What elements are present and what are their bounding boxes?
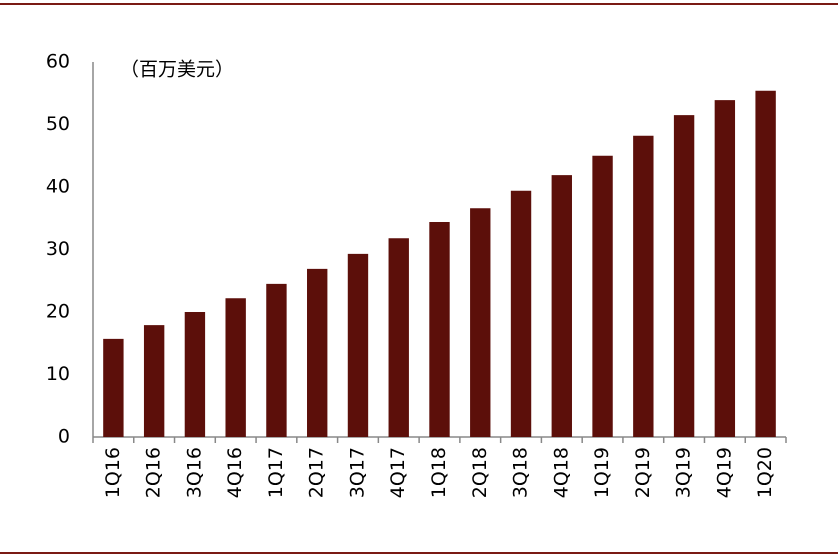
x-tick-label: 4Q18	[550, 447, 572, 498]
bar	[755, 90, 776, 437]
y-tick-label: 0	[58, 426, 70, 448]
bar	[714, 100, 736, 437]
x-tick-label: 4Q19	[713, 447, 735, 498]
y-tick-label: 30	[46, 238, 70, 260]
x-tick-label: 1Q18	[428, 447, 450, 498]
bar	[266, 283, 287, 437]
bar	[429, 222, 450, 437]
bar	[103, 338, 124, 437]
y-tick-label: 40	[46, 176, 70, 198]
bar	[347, 253, 369, 437]
bar	[184, 312, 206, 437]
x-tick-label: 2Q16	[143, 447, 165, 498]
x-tick-label: 1Q17	[265, 447, 287, 498]
bar	[551, 175, 572, 437]
x-tick-label: 3Q19	[673, 447, 695, 498]
bar	[510, 190, 532, 437]
y-tick-label: 20	[46, 301, 70, 323]
bar	[143, 325, 165, 437]
x-tick-label: 1Q19	[591, 447, 613, 498]
x-tick-label: 3Q17	[346, 447, 368, 498]
x-tick-label: 1Q16	[102, 447, 124, 498]
x-tick-label: 2Q19	[632, 447, 654, 498]
bar	[225, 298, 246, 437]
x-tick-label: 4Q17	[387, 447, 409, 498]
x-tick-label: 2Q17	[306, 447, 328, 498]
x-tick-label: 4Q16	[224, 447, 246, 498]
bar	[673, 115, 695, 437]
bar	[388, 238, 409, 437]
unit-annotation: （百万美元）	[120, 59, 234, 81]
x-tick-label: 3Q18	[510, 447, 532, 498]
x-tick-label: 2Q18	[469, 447, 491, 498]
y-tick-label: 10	[46, 363, 70, 385]
y-tick-label: 50	[46, 113, 70, 135]
y-tick-label: 60	[46, 51, 70, 73]
bar	[470, 208, 491, 437]
x-tick-label: 3Q16	[183, 447, 205, 498]
bar	[633, 135, 654, 437]
bar	[592, 155, 613, 437]
bar	[307, 268, 328, 437]
x-tick-label: 1Q20	[754, 447, 776, 498]
